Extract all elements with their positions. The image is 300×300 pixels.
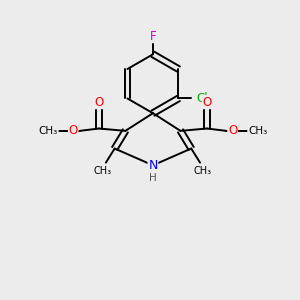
Text: Cl: Cl [196, 92, 208, 105]
Text: CH₃: CH₃ [94, 167, 112, 176]
Text: O: O [228, 124, 237, 137]
Text: CH₃: CH₃ [194, 167, 212, 176]
Text: O: O [94, 95, 104, 109]
Text: F: F [150, 30, 156, 43]
Text: CH₃: CH₃ [248, 126, 267, 136]
Text: N: N [148, 159, 158, 172]
Text: O: O [202, 95, 211, 109]
Text: CH₃: CH₃ [39, 126, 58, 136]
Text: O: O [69, 124, 78, 137]
Text: H: H [149, 173, 157, 183]
